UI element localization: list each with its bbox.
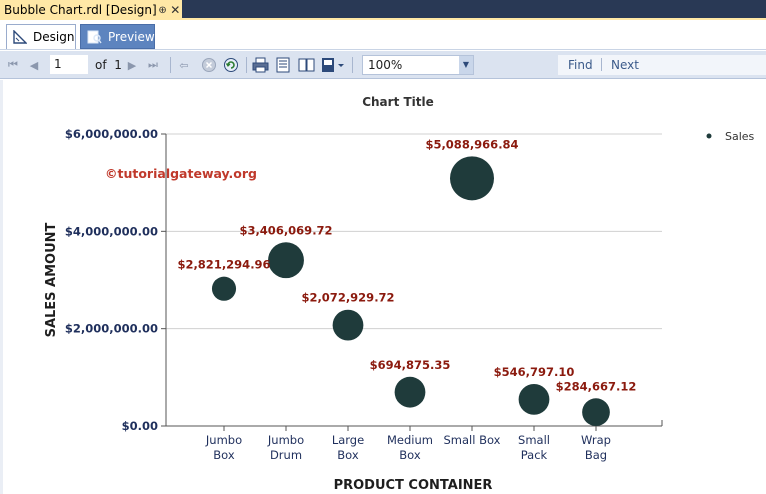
x-tick-label: Small Box	[444, 433, 501, 447]
x-tick-label: Box	[213, 448, 235, 462]
y-axis-title: SALES AMOUNT	[44, 222, 59, 337]
report-viewer-toolbar: ⏮ ◀ 1 of 1 ▶ ⏭ ⇦ 100% ▼ Find Next	[0, 51, 766, 79]
page-setup-icon[interactable]	[297, 56, 315, 74]
data-label: $3,406,069.72	[239, 223, 332, 237]
axes: $0.00 $2,000,000.00 $4,000,000.00 $6,000,00…	[65, 127, 663, 462]
x-tick-label: Drum	[270, 448, 302, 462]
toolbar-separator	[246, 57, 247, 73]
x-tick-label: Pack	[521, 448, 548, 462]
bubbles	[211, 156, 610, 427]
gridlines	[166, 133, 662, 330]
report-canvas: $0.00 $2,000,000.00 $4,000,000.00 $6,000,00…	[0, 80, 766, 494]
x-tick-label: Box	[399, 448, 421, 462]
data-label: $546,797.10	[494, 365, 575, 379]
bubble	[450, 156, 494, 201]
bubble	[211, 276, 237, 301]
data-labels: $2,821,294.96 $3,406,069.72 $2,072,929.72 $…	[177, 137, 636, 393]
refresh-icon[interactable]	[222, 56, 240, 74]
toolbar-separator	[352, 57, 353, 73]
canvas-left-edge	[0, 80, 3, 494]
x-tick-label: Box	[337, 448, 359, 462]
chart-title: Chart Title	[362, 95, 434, 109]
document-tab[interactable]: Bubble Chart.rdl [Design] ⊕ ✕	[0, 0, 182, 20]
close-icon[interactable]: ✕	[170, 3, 181, 17]
find-link[interactable]: Find	[568, 58, 593, 72]
chevron-down-icon[interactable]: ▼	[459, 56, 473, 74]
data-label: $2,072,929.72	[301, 291, 394, 305]
y-tick-label: $4,000,000.00	[65, 224, 158, 238]
pin-icon[interactable]: ⊕	[158, 4, 167, 16]
find-input[interactable]	[558, 55, 766, 75]
y-tick-label: $2,000,000.00	[65, 322, 158, 336]
tab-design[interactable]: Design	[6, 24, 76, 49]
export-icon[interactable]	[320, 56, 346, 74]
y-tick-label: $0.00	[122, 419, 158, 433]
document-tab-title: Bubble Chart.rdl [Design]	[4, 3, 157, 17]
tab-preview[interactable]: Preview	[80, 24, 155, 49]
tab-strip-accent	[0, 18, 766, 20]
document-tab-strip: Bubble Chart.rdl [Design] ⊕ ✕	[0, 0, 766, 20]
x-tick-label: Bag	[585, 448, 607, 462]
page-number-input[interactable]: 1	[50, 55, 88, 74]
first-page-icon[interactable]: ⏮	[8, 58, 18, 71]
x-tick-label: Jumbo	[205, 433, 242, 447]
page-total: 1	[114, 58, 122, 72]
chart-legend: Sales	[706, 130, 755, 143]
print-icon[interactable]	[251, 56, 269, 74]
stop-icon[interactable]	[200, 56, 218, 74]
x-tick-label: Small	[518, 433, 550, 447]
print-layout-icon[interactable]	[274, 56, 292, 74]
last-page-icon[interactable]: ⏭	[148, 58, 158, 71]
bubble	[518, 384, 550, 415]
bubble	[582, 398, 610, 427]
legend-marker	[706, 133, 712, 139]
bubble	[268, 242, 304, 279]
previous-page-icon[interactable]: ◀	[29, 58, 39, 72]
view-tabs: Design Preview	[0, 20, 766, 50]
bubble	[394, 376, 426, 408]
y-tick-label: $6,000,000.00	[65, 127, 158, 141]
preview-icon	[87, 29, 102, 45]
toolbar-separator	[170, 57, 171, 73]
zoom-value: 100%	[368, 58, 403, 72]
x-axis-title: PRODUCT CONTAINER	[334, 478, 493, 493]
design-ruler-icon	[13, 29, 27, 45]
x-tick-label: Medium	[387, 433, 433, 447]
x-tick-label: Jumbo	[267, 433, 304, 447]
bubble-chart: $0.00 $2,000,000.00 $4,000,000.00 $6,000,00…	[44, 95, 755, 493]
data-label: $5,088,966.84	[425, 137, 518, 151]
data-label: $694,875.35	[370, 358, 451, 372]
data-label: $284,667.12	[556, 379, 637, 393]
find-next-link[interactable]: Next	[611, 58, 639, 72]
data-label: $2,821,294.96	[177, 258, 270, 272]
zoom-select[interactable]: 100% ▼	[362, 55, 474, 75]
tab-preview-label: Preview	[108, 29, 155, 44]
bubble	[332, 309, 364, 341]
legend-label: Sales	[725, 130, 755, 143]
toolbar-separator	[601, 58, 602, 71]
page-of-label: of 1	[95, 58, 122, 72]
x-tick-label: Wrap	[581, 433, 611, 447]
next-page-icon[interactable]: ▶	[127, 58, 137, 72]
watermark-text: ©tutorialgateway.org	[105, 166, 257, 181]
back-icon[interactable]: ⇦	[179, 58, 189, 72]
tab-design-label: Design	[33, 30, 75, 44]
x-tick-label: Large	[332, 433, 364, 447]
